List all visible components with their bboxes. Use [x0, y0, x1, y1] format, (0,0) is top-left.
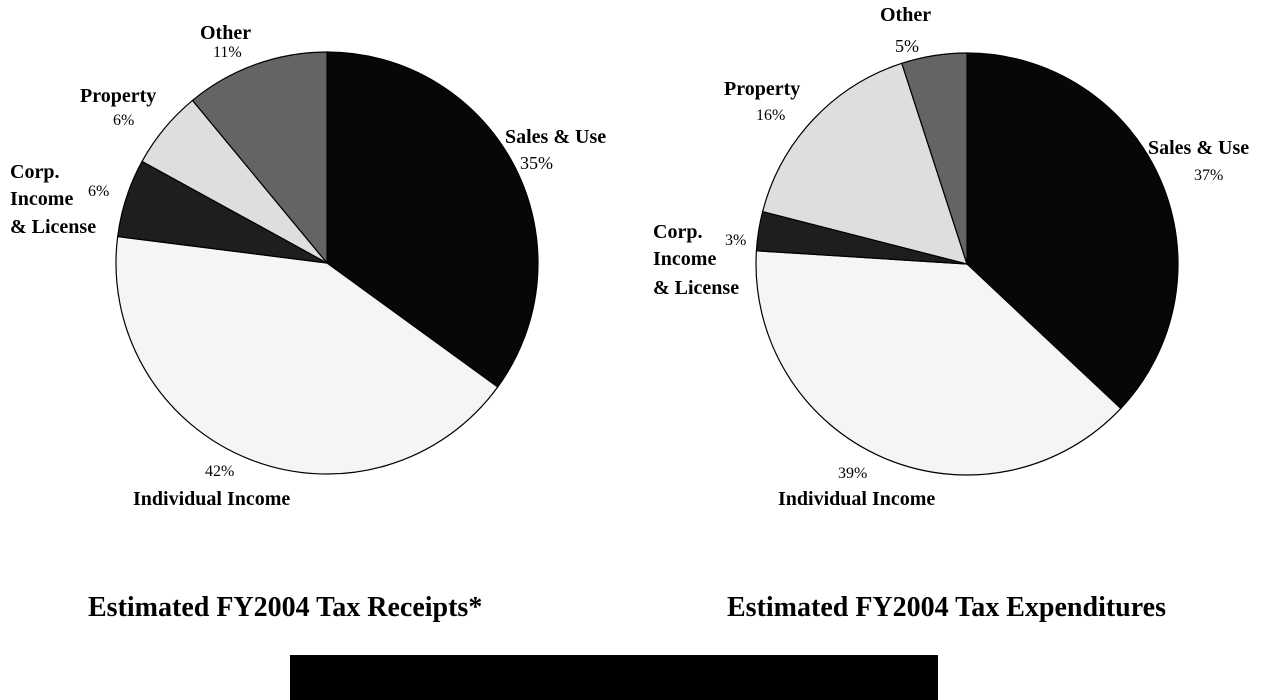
pie-slice-other-expenditures [901, 52, 968, 265]
value-sales-use-receipts: 35% [520, 153, 553, 173]
label-corp-line1-expenditures: Corp. [653, 221, 703, 243]
chart-title-receipts: Estimated FY2004 Tax Receipts* [88, 592, 483, 623]
value-individual-income-expenditures: 39% [838, 465, 868, 482]
pie-slice-sales-and-use-receipts [326, 51, 539, 388]
label-corp-line2-receipts: Income [10, 188, 74, 210]
pie-receipts-svg [115, 51, 539, 475]
value-other-receipts: 11% [213, 44, 242, 61]
label-property-expenditures: Property [724, 78, 801, 100]
pie-slice-individual-income-expenditures [755, 250, 1122, 476]
label-corp-line2-expenditures: Income [653, 248, 717, 270]
label-corp-line3-receipts: & License [10, 216, 97, 238]
chart-title-expenditures: Estimated FY2004 Tax Expenditures [727, 592, 1166, 623]
pie-chart-receipts: Sales & Use 35% 42% Individual Income Co… [0, 0, 640, 560]
footer-black-bar [290, 655, 938, 700]
pie-slice-other-receipts [191, 51, 328, 264]
value-property-receipts: 6% [113, 112, 135, 129]
value-other-expenditures: 5% [895, 36, 919, 56]
value-corp-expenditures: 3% [725, 232, 747, 249]
pie-chart-expenditures: Sales & Use 37% 39% Individual Income Co… [640, 0, 1285, 560]
label-individual-income-receipts: Individual Income [133, 488, 291, 510]
label-sales-use-receipts: Sales & Use [505, 126, 607, 148]
label-individual-income-expenditures: Individual Income [778, 488, 936, 510]
value-corp-receipts: 6% [88, 183, 110, 200]
label-property-receipts: Property [80, 85, 157, 107]
label-sales-use-expenditures: Sales & Use [1148, 137, 1250, 159]
pie-expenditures-svg [755, 52, 1179, 476]
value-individual-income-receipts: 42% [205, 463, 235, 480]
value-sales-use-expenditures: 37% [1194, 167, 1224, 184]
pie-slice-sales-and-use-expenditures [966, 52, 1179, 410]
label-corp-line3-expenditures: & License [653, 277, 740, 299]
pie-slice-property-expenditures [762, 62, 968, 265]
pie-slice-individual-income-receipts [115, 235, 499, 475]
label-other-expenditures: Other [880, 4, 932, 26]
label-corp-line1-receipts: Corp. [10, 161, 60, 183]
value-property-expenditures: 16% [756, 107, 786, 124]
label-other-receipts: Other [200, 22, 252, 44]
